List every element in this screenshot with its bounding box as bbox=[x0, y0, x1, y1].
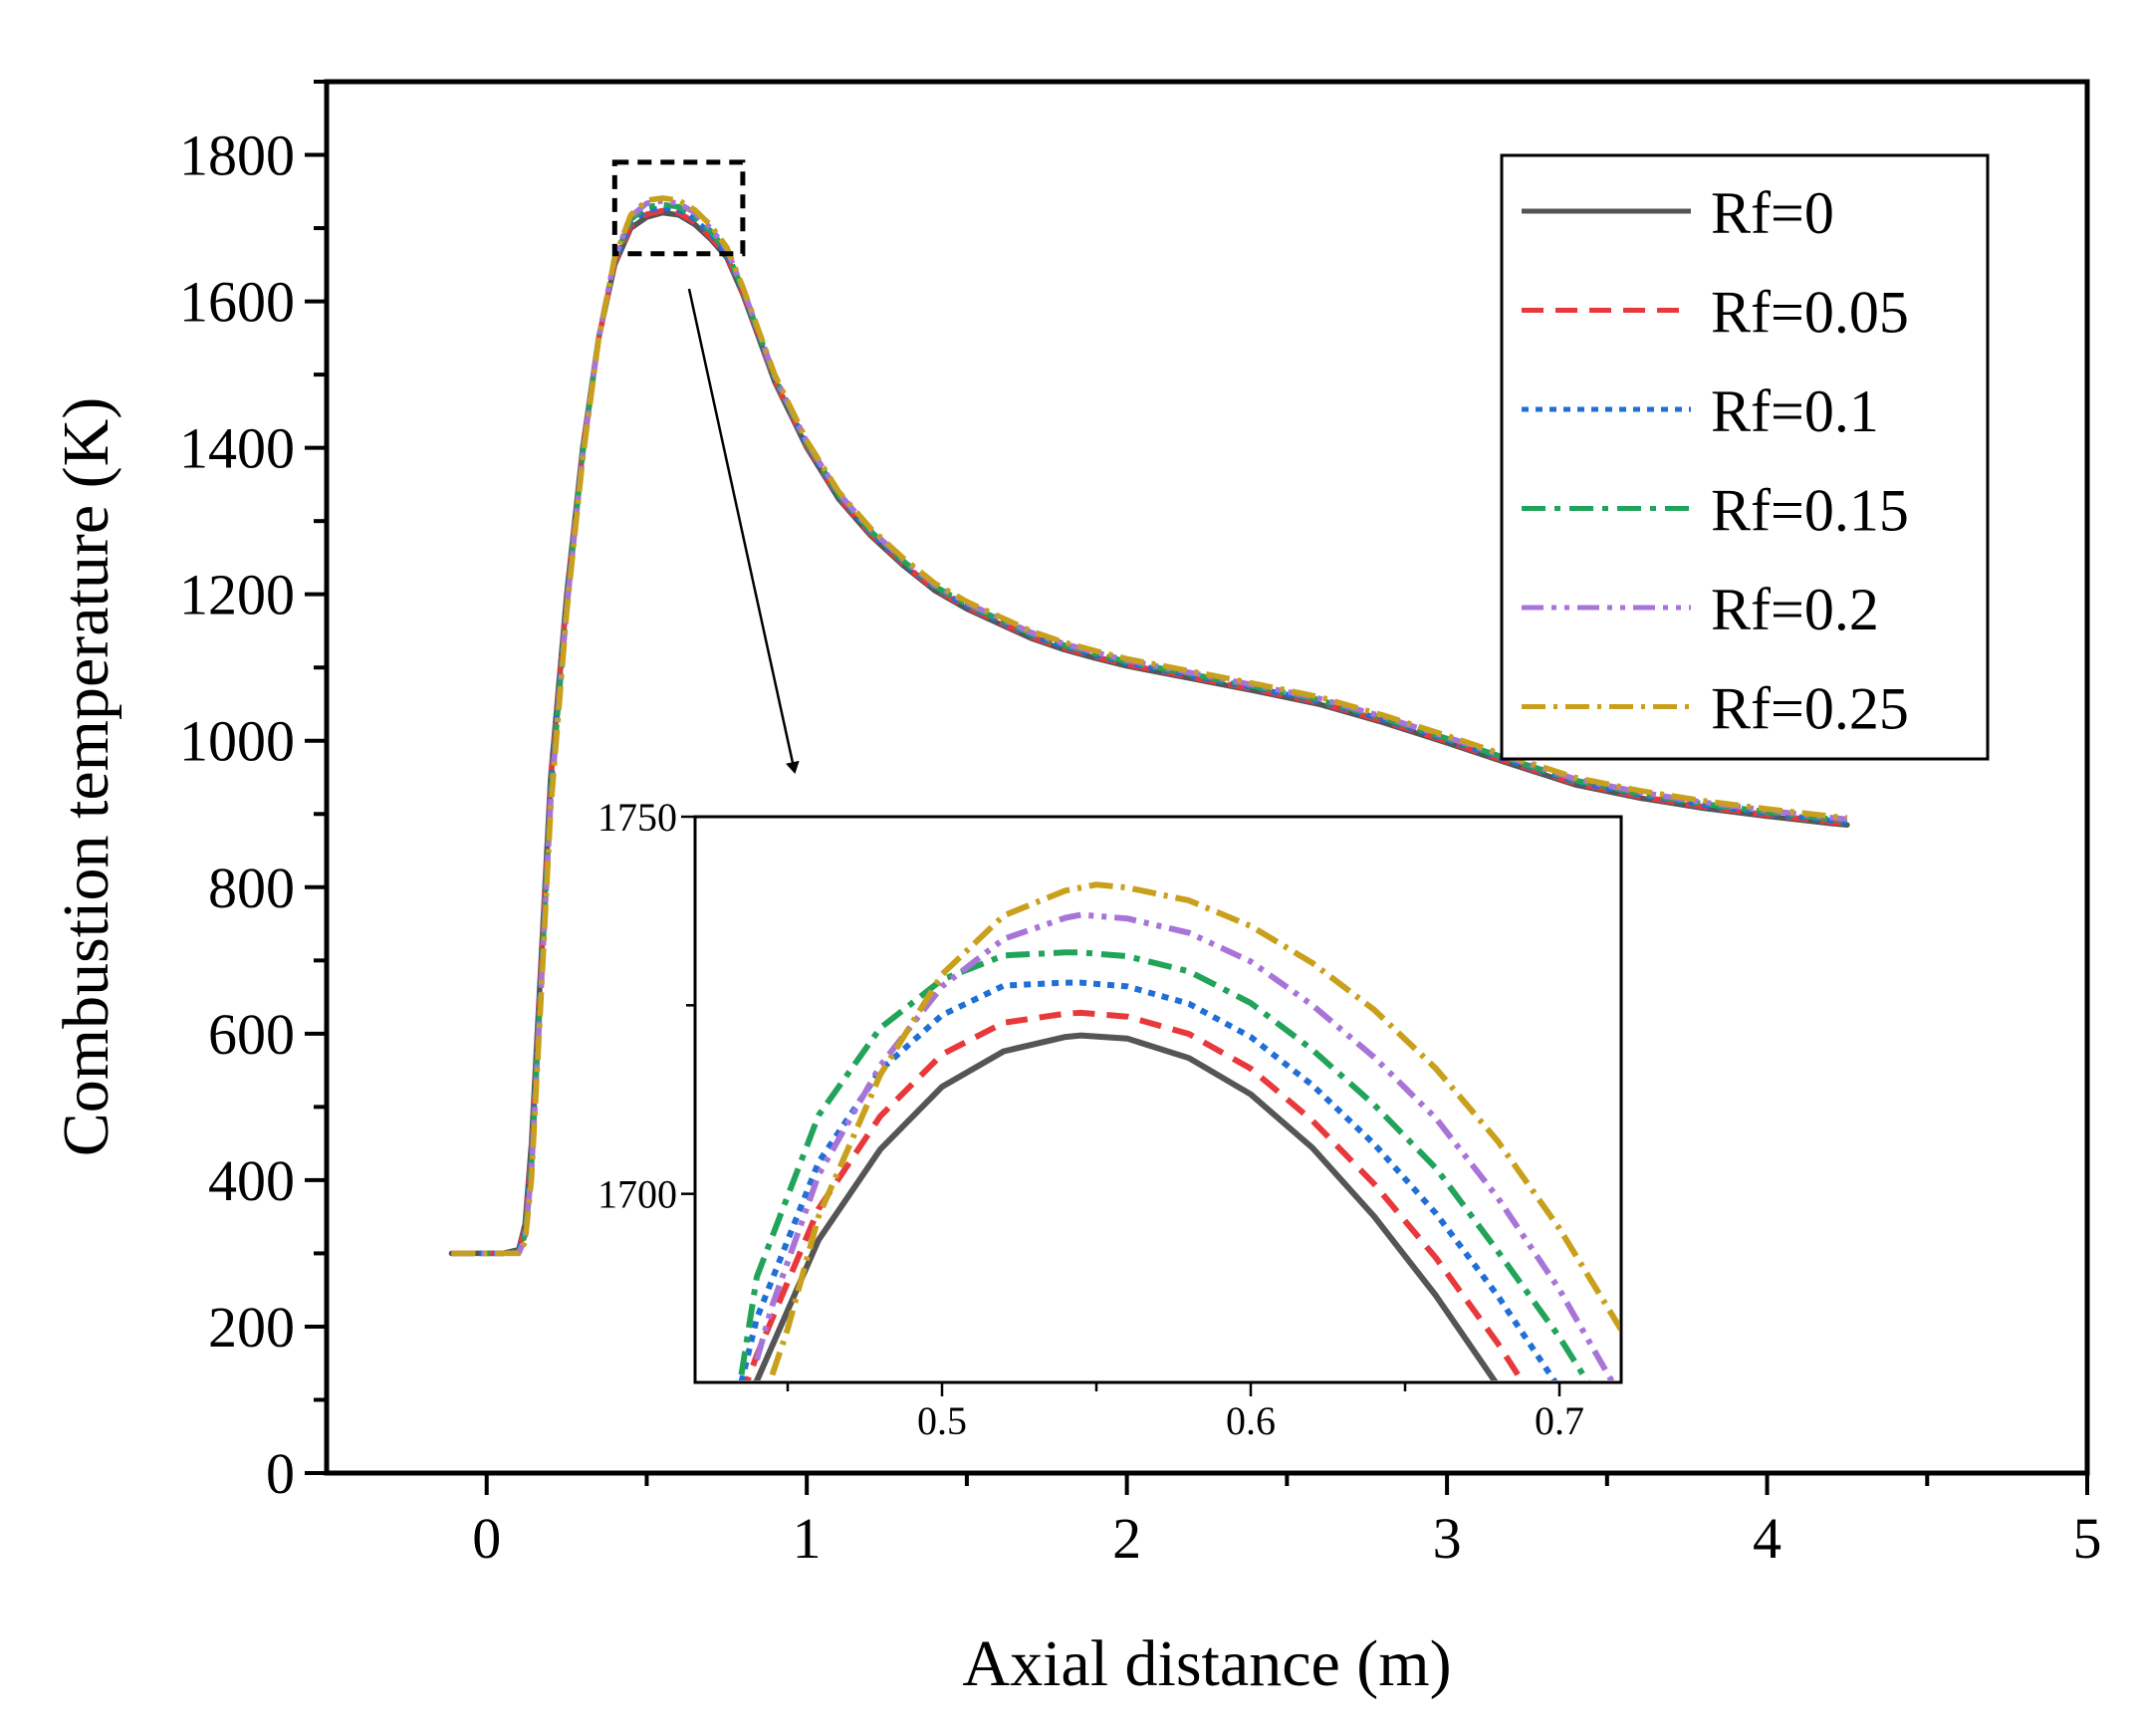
main-plot-frame bbox=[324, 79, 2090, 1476]
main-y-tick-labels: 0 200 400 600 800 1000 1200 1400 1600 18… bbox=[179, 124, 295, 1506]
inset-ytick-label: 1750 bbox=[597, 795, 677, 840]
inset-ytick-label: 1700 bbox=[597, 1172, 677, 1217]
legend-label: Rf=0.1 bbox=[1711, 378, 1879, 444]
inset-xtick-label: 0.5 bbox=[917, 1398, 967, 1443]
inset-line-rf-0 bbox=[753, 1032, 1499, 1380]
inset-xtick-label: 0.7 bbox=[1535, 1398, 1584, 1443]
main-ytick-label: 1200 bbox=[179, 563, 295, 627]
main-xtick-label: 3 bbox=[1433, 1506, 1462, 1571]
legend-box bbox=[1500, 153, 1990, 761]
inset-plot-frame bbox=[693, 815, 1623, 1384]
main-x-tick-labels: 0 1 2 3 4 5 bbox=[472, 1506, 2101, 1571]
inset-x-tick-labels: 0.5 0.6 0.7 bbox=[917, 1398, 1584, 1443]
inset-line-rf-0.25 bbox=[769, 881, 1619, 1376]
main-xtick-label: 5 bbox=[2073, 1506, 2102, 1571]
inset-line-rf-0.05 bbox=[744, 1009, 1526, 1380]
legend-label: Rf=0.15 bbox=[1711, 478, 1909, 544]
main-ytick-label: 800 bbox=[208, 856, 295, 920]
main-ytick-label: 400 bbox=[208, 1148, 295, 1213]
legend-label: Rf=0.25 bbox=[1711, 676, 1909, 742]
main-xtick-label: 2 bbox=[1112, 1506, 1141, 1571]
series-line-rf-0.25 bbox=[451, 195, 1848, 1257]
main-ytick-label: 200 bbox=[208, 1295, 295, 1360]
main-ytick-label: 1400 bbox=[179, 416, 295, 481]
main-ytick-label: 1000 bbox=[179, 709, 295, 774]
zoom-region-box bbox=[611, 159, 746, 257]
inset-line-rf-0.15 bbox=[738, 949, 1590, 1380]
y-axis-title: Combustion temperature (K) bbox=[50, 397, 122, 1156]
inset-axis-ticks bbox=[681, 815, 1561, 1396]
legend-label: Rf=0 bbox=[1711, 180, 1834, 246]
inset-line-rf-0.2 bbox=[754, 911, 1615, 1380]
main-xtick-label: 1 bbox=[793, 1506, 822, 1571]
main-xtick-label: 4 bbox=[1753, 1506, 1782, 1571]
main-ytick-label: 0 bbox=[266, 1441, 295, 1506]
inset-xtick-label: 0.6 bbox=[1226, 1398, 1276, 1443]
legend-label: Rf=0.2 bbox=[1711, 577, 1879, 642]
x-axis-title: Axial distance (m) bbox=[962, 1627, 1451, 1700]
main-ytick-label: 600 bbox=[208, 1002, 295, 1067]
main-ytick-label: 1600 bbox=[179, 270, 295, 335]
zoom-arrow bbox=[687, 288, 800, 774]
main-series-group bbox=[448, 195, 1850, 1257]
series-line-rf-0.2 bbox=[451, 198, 1848, 1257]
legend-label: Rf=0.05 bbox=[1711, 280, 1909, 346]
main-axis-ticks bbox=[305, 80, 2089, 1495]
inset-series-group bbox=[738, 881, 1619, 1380]
inset-y-tick-labels: 1750 1700 bbox=[597, 795, 677, 1217]
main-ytick-label: 1800 bbox=[179, 124, 295, 188]
main-xtick-label: 0 bbox=[472, 1506, 501, 1571]
legend: Rf=0 Rf=0.05 Rf=0.1 Rf=0.15 Rf=0.2 Rf=0.… bbox=[1522, 180, 1909, 742]
